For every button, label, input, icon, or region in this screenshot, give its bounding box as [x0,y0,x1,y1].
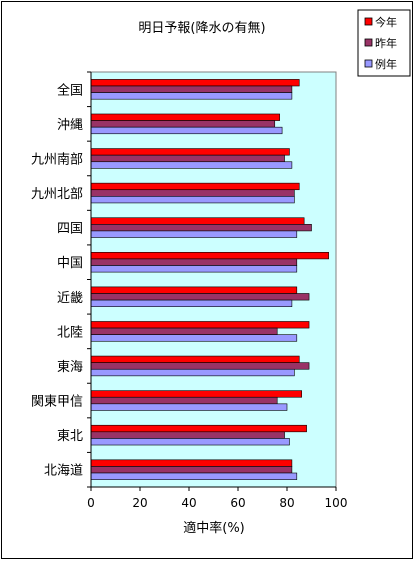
bar-2-1 [90,154,285,163]
category-label-2: 九州南部 [31,151,83,167]
legend-label-2: 例年 [375,57,397,71]
bar-5-0 [90,252,329,260]
category-label-5: 中国 [57,256,83,271]
x-tick-label-2: 40 [181,496,196,510]
bar-11-0 [90,459,293,467]
bar-3-2 [90,196,295,204]
bar-2-0 [90,148,290,156]
category-label-6: 近畿 [57,291,83,306]
bar-2-2 [90,161,293,169]
bar-6-1 [90,293,310,301]
bar-7-0 [90,321,310,329]
x-tick-label-5: 100 [325,496,348,510]
bar-3-0 [90,182,300,191]
bar-1-2 [90,126,283,135]
bar-1-0 [90,113,280,121]
legend-swatch-2 [364,59,373,68]
category-label-7: 北陸 [57,324,83,340]
category-label-9: 関東甲信 [31,394,83,410]
category-label-3: 九州北部 [31,187,83,202]
bar-11-1 [90,466,293,474]
x-tick-label-1: 20 [132,496,147,510]
bar-4-0 [90,217,305,225]
legend-label-0: 今年 [375,15,397,29]
category-label-10: 東北 [57,428,83,444]
bars-layer [90,79,329,480]
bar-0-2 [90,92,293,100]
legend-swatch-1 [364,38,373,47]
x-axis-label: 適中率(%) [183,520,245,536]
bar-9-1 [90,396,278,405]
category-label-4: 四国 [57,222,83,237]
bar-9-2 [90,403,288,411]
x-tick-label-0: 0 [87,496,95,510]
bar-7-2 [90,334,298,342]
bar-9-0 [90,390,302,398]
bar-4-2 [90,230,298,238]
legend-label-1: 昨年 [375,36,397,50]
bar-5-1 [90,258,298,266]
bar-6-0 [90,286,298,294]
bar-8-0 [90,355,300,363]
bar-10-1 [90,431,285,439]
x-tick-label-4: 80 [279,496,294,510]
bar-0-0 [90,79,300,87]
category-label-11: 北海道 [44,464,83,479]
bar-6-2 [90,299,293,307]
category-label-1: 沖縄 [57,118,83,133]
category-label-8: 東海 [57,359,83,375]
plot-area [90,71,337,488]
bar-4-1 [90,224,312,232]
bar-8-1 [90,362,310,370]
bar-10-0 [90,424,307,433]
bar-11-2 [90,472,298,480]
x-tick-label-3: 60 [230,496,245,510]
bar-7-1 [90,327,278,335]
bar-0-1 [90,85,293,93]
bar-3-1 [90,189,295,197]
bar-8-2 [90,368,295,377]
chart-title: 明日予報(降水の有無) [138,21,265,36]
bar-10-2 [90,438,290,446]
legend-swatch-0 [364,17,373,26]
bar-5-2 [90,265,298,273]
bar-1-1 [90,120,276,128]
category-label-0: 全国 [57,82,83,98]
